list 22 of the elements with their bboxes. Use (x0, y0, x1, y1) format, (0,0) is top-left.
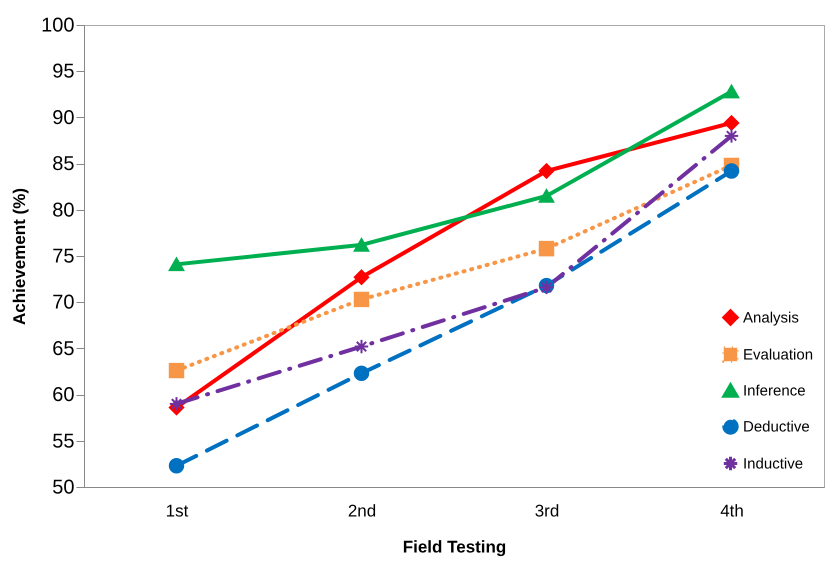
y-tick-label: 95 (52, 60, 74, 83)
y-tick-label: 90 (52, 106, 74, 129)
x-tick-label: 2nd (348, 502, 376, 520)
y-axis-title: Achievement (%) (10, 188, 30, 325)
x-tick-label: 1st (166, 502, 189, 520)
y-tick-label: 55 (52, 430, 74, 452)
y-tick-label: 80 (52, 199, 74, 222)
legend-label: Deductive (743, 418, 810, 436)
x-tick-label: 3rd (534, 502, 560, 520)
legend-label: Inductive (743, 456, 804, 472)
y-tick-label: 100 (41, 14, 74, 36)
y-tick-label: 65 (52, 338, 74, 360)
x-axis-title: Field Testing (402, 538, 506, 556)
x-tick-label: 4th (720, 502, 744, 520)
legend-label: Evaluation (743, 346, 814, 364)
legend-label: Analysis (743, 310, 799, 326)
y-tick-label: 50 (52, 476, 74, 498)
y-tick-label: 70 (52, 292, 74, 314)
y-tick-label: 85 (52, 153, 74, 176)
y-tick-label: 75 (52, 246, 74, 268)
y-tick-label: 60 (52, 384, 74, 406)
legend-label: Inference (743, 382, 806, 400)
